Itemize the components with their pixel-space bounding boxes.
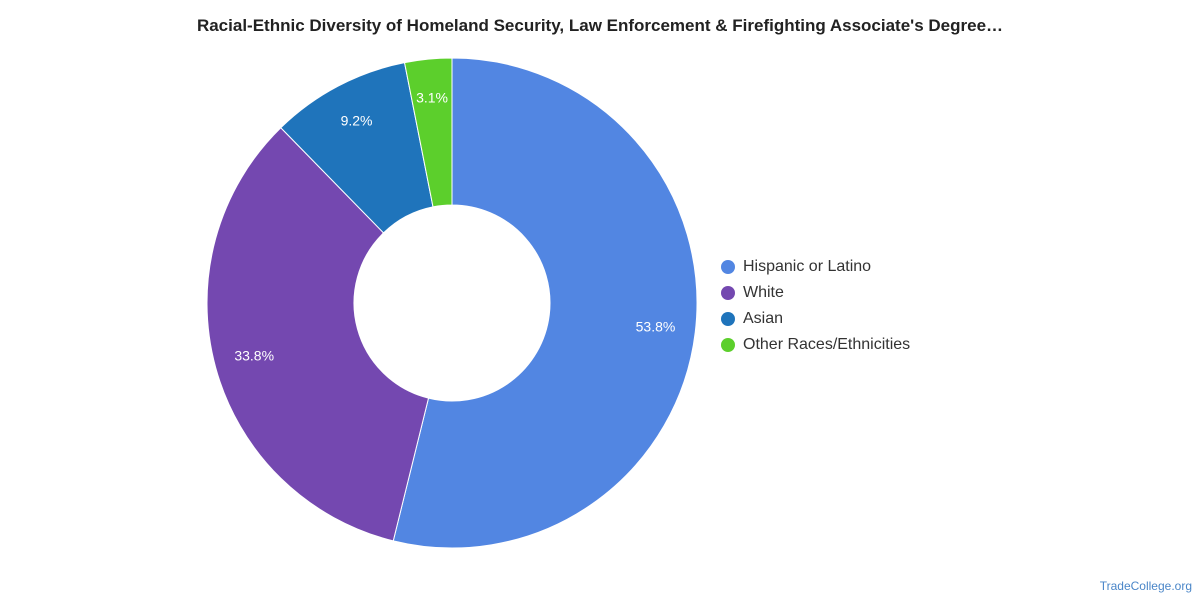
legend-item-hispanic-or-latino[interactable]: Hispanic or Latino <box>721 254 910 280</box>
source-credit[interactable]: TradeCollege.org <box>1099 579 1192 593</box>
legend-item-white[interactable]: White <box>721 280 910 306</box>
legend-label: Hispanic or Latino <box>743 258 872 275</box>
slice-label-white: 33.8% <box>234 348 274 364</box>
legend-item-other-races-ethnicities[interactable]: Other Races/Ethnicities <box>721 332 910 358</box>
legend-label: White <box>743 284 784 301</box>
legend-marker-icon <box>721 286 735 300</box>
chart-legend: Hispanic or Latino White Asian Other Races/… <box>721 254 910 358</box>
legend-marker-icon <box>721 260 735 274</box>
legend-marker-icon <box>721 338 735 352</box>
slice-white[interactable] <box>206 127 430 542</box>
legend-label: Asian <box>743 310 784 327</box>
donut-slices <box>206 57 698 549</box>
slice-label-other-races-ethnicities: 3.1% <box>416 90 448 106</box>
slice-label-asian: 9.2% <box>341 112 373 128</box>
chart-title: Racial-Ethnic Diversity of Homeland Secu… <box>196 16 1004 35</box>
legend-label: Other Races/Ethnicities <box>743 336 911 353</box>
slice-hispanic-or-latino[interactable] <box>392 57 698 549</box>
slice-other-races-ethnicities[interactable] <box>403 57 453 208</box>
slice-labels: 53.8% 33.8% 9.2% 3.1% <box>234 90 675 364</box>
legend-marker-icon <box>721 312 735 326</box>
slice-label-hispanic-or-latino: 53.8% <box>636 318 676 334</box>
legend-item-asian[interactable]: Asian <box>721 306 910 332</box>
